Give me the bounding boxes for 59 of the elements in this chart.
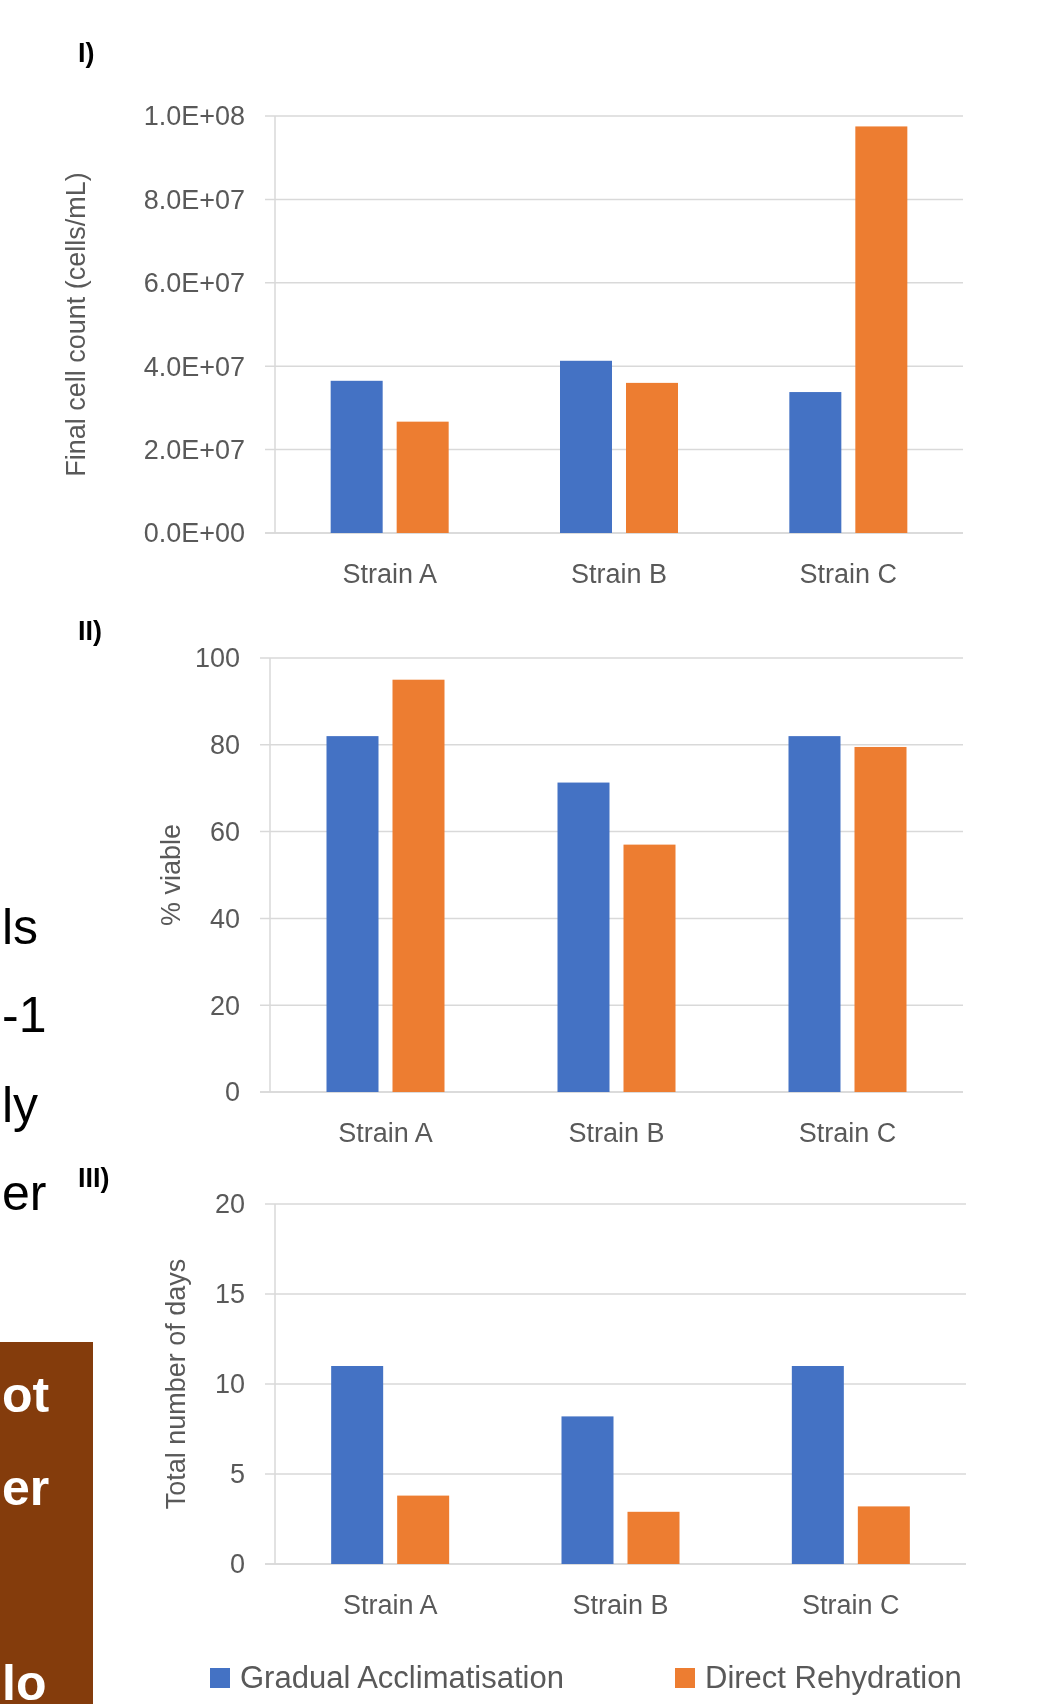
bar — [557, 782, 610, 1092]
y-tick-label: 0.0E+00 — [143, 518, 245, 549]
x-tick-label: Strain C — [802, 1590, 900, 1620]
bar — [854, 746, 907, 1092]
bar — [626, 382, 678, 533]
bar — [855, 126, 908, 533]
x-tick-label: Strain B — [570, 559, 668, 589]
bar — [627, 1511, 680, 1564]
text: lo — [2, 1655, 47, 1704]
bar — [396, 421, 449, 533]
x-tick-label: Strain A — [342, 559, 437, 589]
legend-label: Direct Rehydration — [705, 1660, 962, 1695]
y-tick-label: 20 — [209, 990, 240, 1021]
text: -1 — [2, 987, 47, 1043]
bar — [857, 1506, 910, 1564]
y-tick-label: 60 — [209, 817, 240, 848]
bar — [331, 1366, 384, 1564]
y-axis-title: Final cell count (cells/mL) — [61, 172, 91, 477]
text: ly — [2, 1077, 39, 1133]
chart-title: II) — [78, 616, 102, 646]
bar — [789, 392, 842, 533]
y-tick-label: 40 — [209, 903, 240, 934]
text: ls — [2, 899, 39, 955]
x-tick-label: Strain C — [798, 1118, 897, 1148]
y-tick-label: 5 — [229, 1459, 245, 1490]
bar — [788, 736, 841, 1092]
legend-label: Gradual Acclimatisation — [240, 1660, 564, 1695]
y-tick-label: 15 — [214, 1279, 245, 1310]
bar — [560, 360, 612, 533]
x-tick-label: Strain B — [568, 1118, 665, 1148]
chart-title: I) — [78, 38, 95, 68]
y-axis-title: Total number of days — [161, 1258, 191, 1510]
bar — [392, 679, 445, 1092]
bar — [397, 1495, 450, 1564]
y-tick-label: 6.0E+07 — [143, 268, 245, 299]
bar — [623, 844, 676, 1092]
y-tick-label: 0 — [224, 1077, 240, 1108]
y-tick-label: 80 — [209, 730, 240, 761]
bar — [330, 380, 383, 533]
y-tick-label: 1.0E+08 — [143, 101, 245, 132]
chart-title: III) — [78, 1163, 110, 1193]
y-tick-label: 20 — [214, 1189, 245, 1220]
y-tick-label: 100 — [194, 643, 240, 674]
y-tick-label: 2.0E+07 — [143, 435, 245, 466]
text: ot — [2, 1367, 50, 1423]
text: er — [2, 1165, 47, 1221]
y-axis-title: % viable — [156, 823, 186, 927]
text: er — [2, 1460, 50, 1516]
y-tick-label: 8.0E+07 — [143, 184, 245, 215]
y-tick-label: 4.0E+07 — [143, 351, 245, 382]
bar — [326, 736, 379, 1092]
y-tick-label: 10 — [214, 1369, 245, 1400]
x-tick-label: Strain A — [338, 1118, 433, 1148]
x-tick-label: Strain C — [799, 559, 898, 589]
x-tick-label: Strain A — [342, 1590, 438, 1620]
x-tick-label: Strain B — [572, 1590, 669, 1620]
bar — [791, 1366, 844, 1564]
y-tick-label: 0 — [229, 1549, 245, 1580]
bar — [561, 1416, 614, 1564]
